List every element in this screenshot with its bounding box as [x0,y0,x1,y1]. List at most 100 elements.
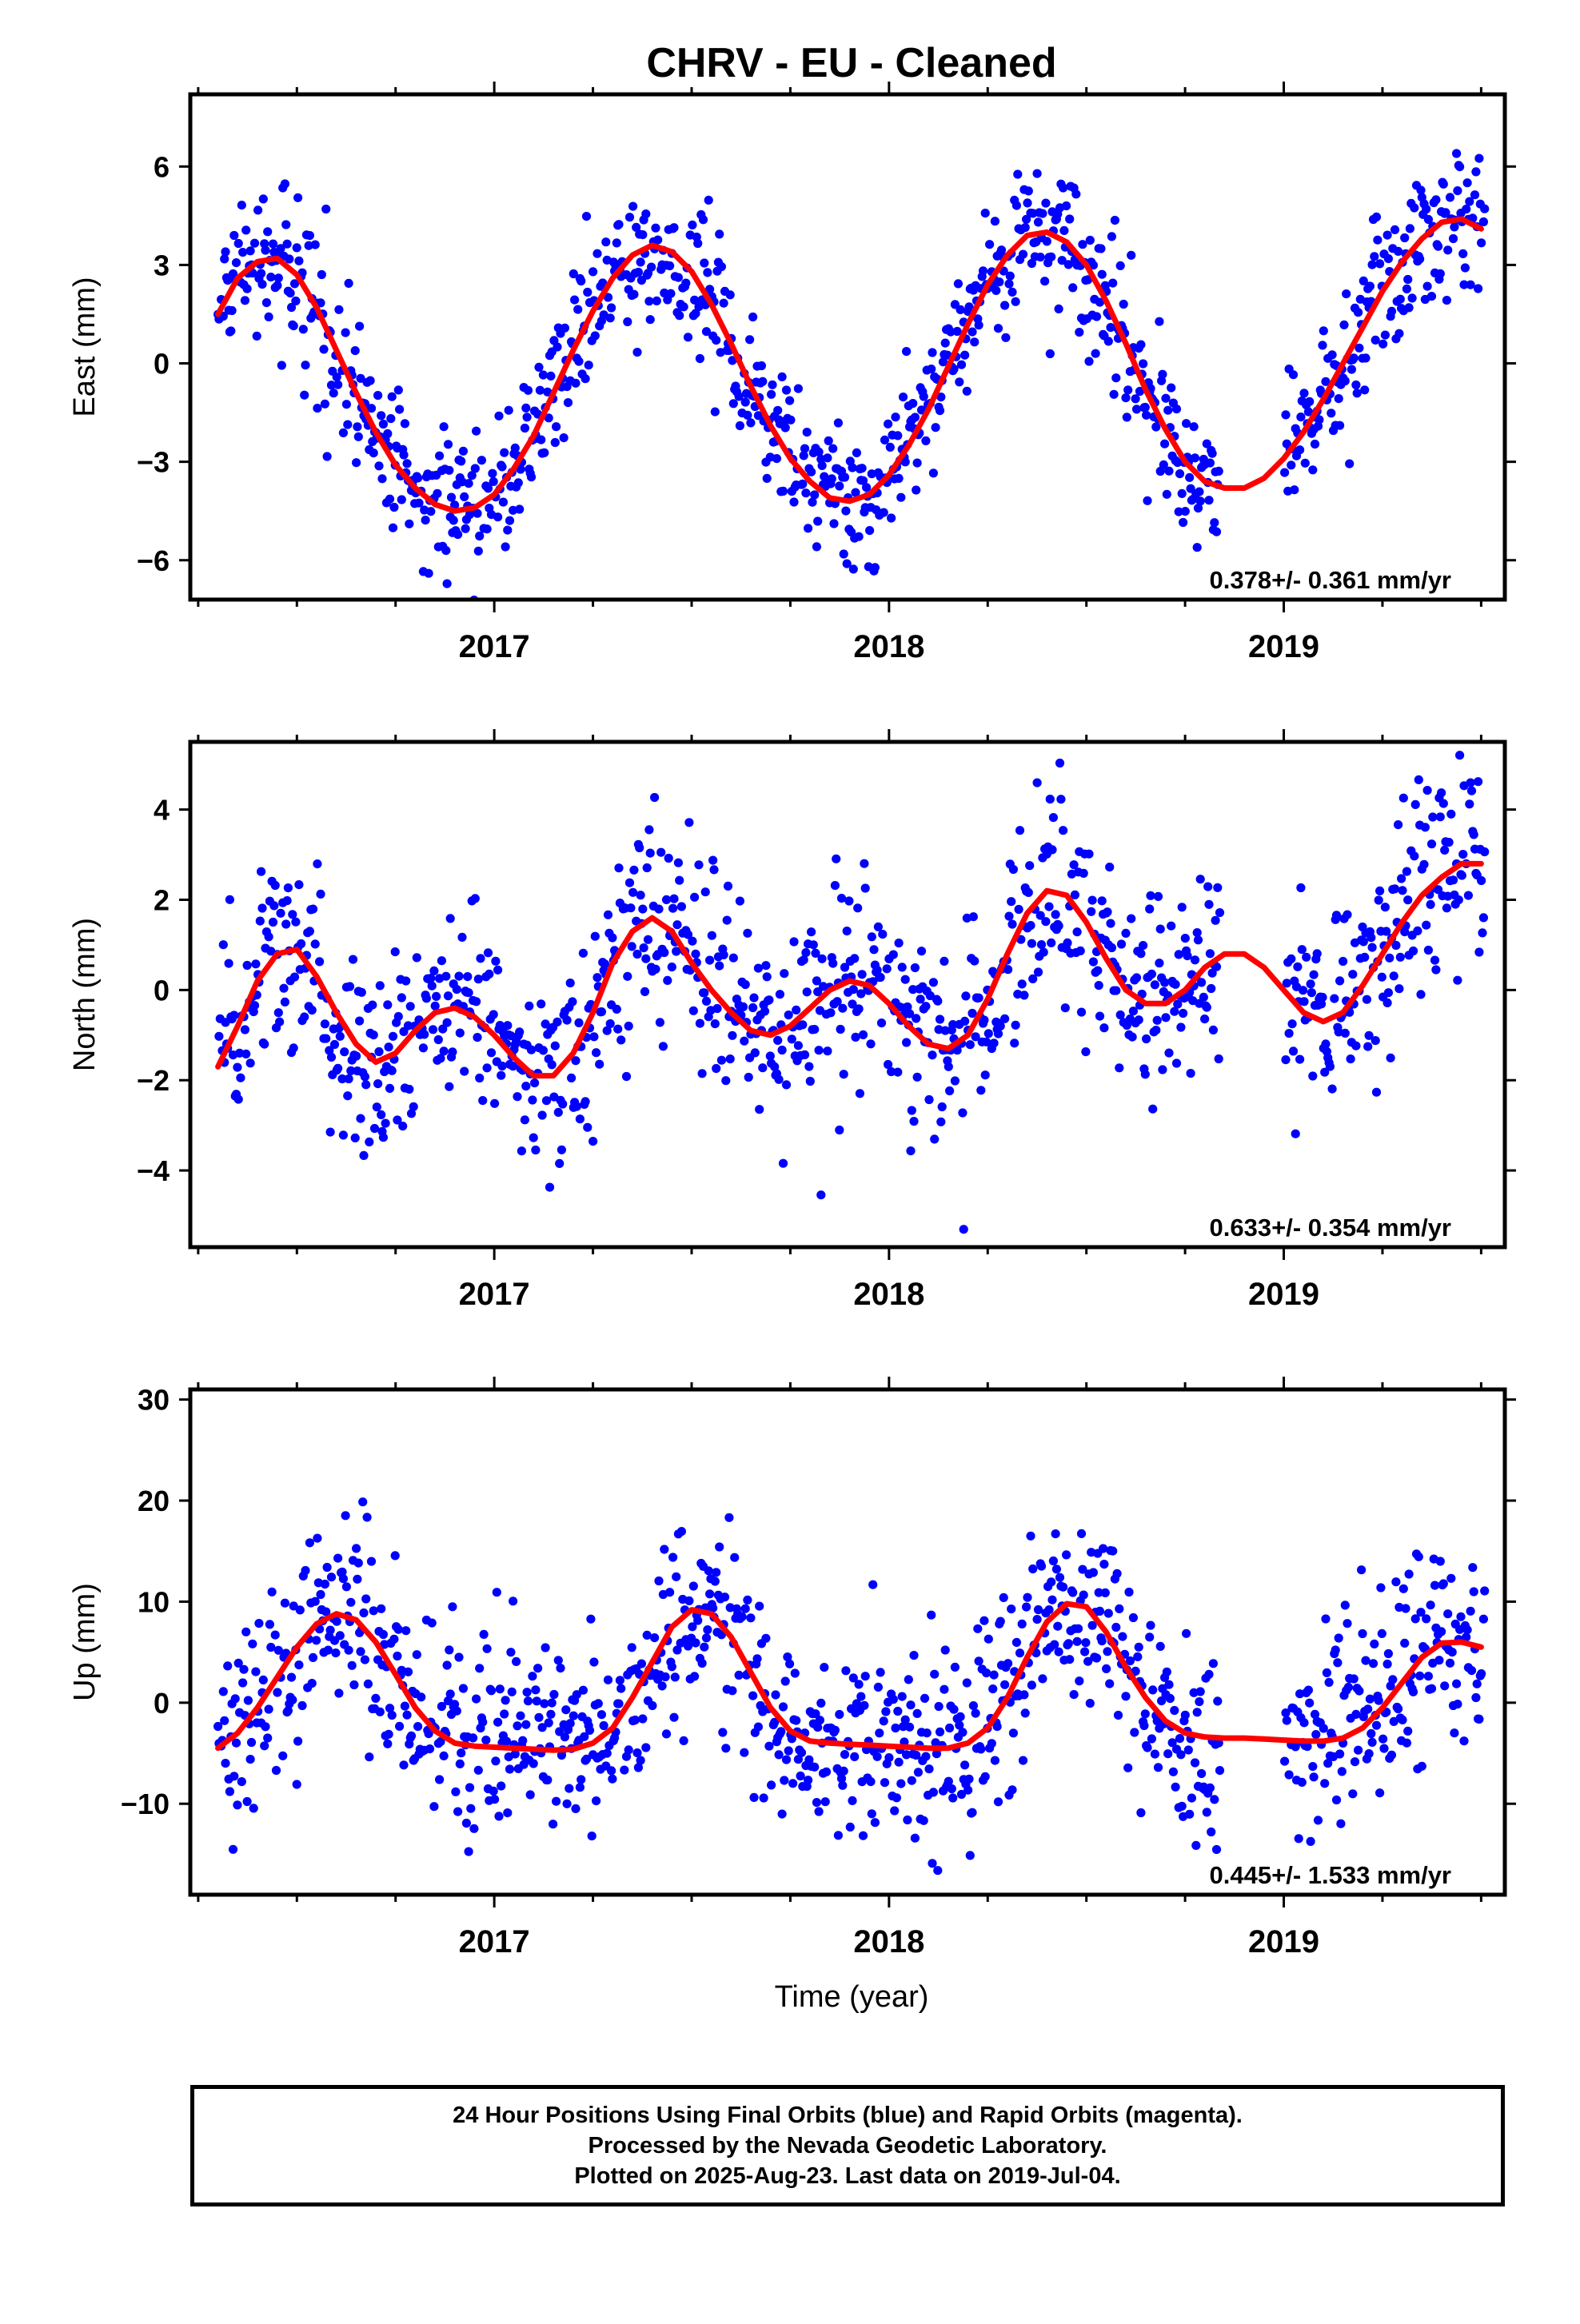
data-point [570,295,580,305]
data-point [378,419,388,429]
data-point [663,975,672,985]
data-point [356,1647,365,1656]
data-point [814,447,824,456]
data-point [285,289,295,298]
data-point [493,1717,503,1727]
data-point [321,1034,331,1043]
data-point [746,418,756,428]
data-point [910,1833,920,1843]
data-point [521,403,531,413]
data-point [660,1672,670,1682]
data-point [518,1736,528,1745]
data-point [1017,1619,1027,1628]
data-point [778,1158,788,1168]
data-point [233,1658,243,1668]
data-point [817,460,827,471]
data-point [437,956,447,966]
data-point [1107,943,1116,953]
data-point [445,465,454,475]
data-point [798,1020,808,1030]
data-point [928,348,937,357]
data-point [811,1709,820,1719]
data-point [1458,249,1468,258]
data-point [1213,1696,1223,1706]
data-point [1438,1579,1448,1589]
data-point [636,891,645,900]
data-point [767,389,776,399]
data-point [628,887,638,897]
north-points [214,751,1490,1234]
data-point [469,1824,479,1833]
data-point [968,1701,978,1711]
data-point [633,267,644,277]
data-point [890,1806,900,1816]
data-point [1204,1669,1214,1679]
data-point [903,1002,912,1012]
data-point [665,261,675,271]
data-point [818,982,828,991]
data-point [1195,1687,1205,1696]
data-point [1027,1680,1036,1690]
data-point [321,204,331,214]
data-point [435,451,445,460]
data-point [439,1046,449,1056]
data-point [338,1574,348,1584]
data-point [952,1046,962,1055]
data-point [675,875,684,885]
data-point [645,315,655,325]
data-point [811,948,820,958]
x-tick-label: 2019 [1248,1277,1319,1312]
data-point [1164,466,1174,476]
data-point [1094,1588,1103,1597]
data-point [1007,919,1017,929]
data-point [940,1026,950,1035]
data-point [1320,1779,1330,1788]
data-point [904,1675,913,1684]
data-point [1136,340,1146,349]
data-point [740,1604,750,1613]
data-point [945,1086,955,1096]
data-point [676,1527,687,1537]
data-point [472,997,481,1007]
data-point [520,423,530,433]
data-point [1296,413,1306,422]
data-point [1167,921,1176,931]
data-point [964,1774,974,1784]
data-point [1123,1763,1133,1772]
data-point [842,927,852,936]
data-point [1354,308,1363,317]
data-point [378,1629,388,1640]
data-point [1295,445,1305,455]
data-point [460,1066,469,1076]
data-point [778,486,788,496]
data-point [949,365,959,374]
data-point [490,1098,500,1108]
data-point [441,546,451,556]
data-point [482,1063,492,1073]
data-point [269,901,279,911]
data-point [1205,1783,1215,1792]
data-point [1055,1573,1065,1582]
data-point [1060,1003,1070,1013]
data-point [802,428,812,437]
data-point [1383,1648,1393,1659]
data-point [229,1011,239,1020]
data-point [748,1691,758,1700]
data-point [1466,1606,1475,1616]
data-point [575,1114,585,1124]
data-point [260,239,269,249]
data-point [1462,1625,1472,1635]
data-point [1480,847,1490,857]
data-point [815,1006,824,1015]
data-point [286,1672,297,1682]
x-tick-label: 2017 [459,1277,530,1312]
data-point [776,1727,786,1736]
data-point [497,1781,506,1791]
data-point [960,350,970,360]
data-point [968,1808,977,1817]
data-point [476,954,485,963]
data-point [1097,896,1107,906]
east-points [213,149,1490,600]
data-point [470,464,480,473]
data-point [1453,186,1462,196]
